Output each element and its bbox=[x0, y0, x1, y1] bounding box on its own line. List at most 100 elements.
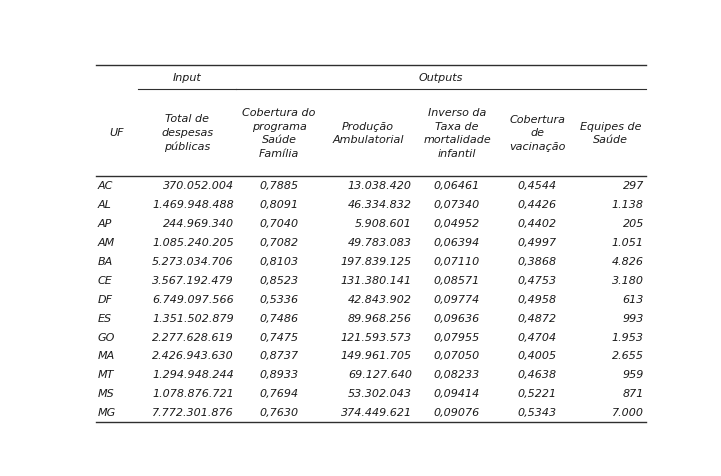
Text: AC: AC bbox=[97, 181, 112, 191]
Text: 49.783.083: 49.783.083 bbox=[348, 238, 412, 248]
Text: Inverso da
Taxa de
mortalidade
infantil: Inverso da Taxa de mortalidade infantil bbox=[423, 108, 491, 159]
Text: 0,8091: 0,8091 bbox=[260, 199, 298, 209]
Text: 2.426.943.630: 2.426.943.630 bbox=[152, 351, 234, 361]
Text: 0,7040: 0,7040 bbox=[260, 218, 298, 228]
Text: 0,7630: 0,7630 bbox=[260, 407, 298, 417]
Text: MT: MT bbox=[97, 369, 114, 379]
Text: AP: AP bbox=[97, 218, 112, 228]
Text: 1.085.240.205: 1.085.240.205 bbox=[152, 238, 234, 248]
Text: 5.908.601: 5.908.601 bbox=[355, 218, 412, 228]
Text: 0,07340: 0,07340 bbox=[434, 199, 480, 209]
Text: Produção
Ambulatorial: Produção Ambulatorial bbox=[332, 121, 404, 145]
Text: AL: AL bbox=[97, 199, 111, 209]
Text: 0,3868: 0,3868 bbox=[518, 256, 557, 266]
Text: AM: AM bbox=[97, 238, 115, 248]
Text: 0,04952: 0,04952 bbox=[434, 218, 480, 228]
Text: 0,5221: 0,5221 bbox=[518, 388, 557, 398]
Text: 0,4753: 0,4753 bbox=[518, 275, 557, 285]
Text: 1.138: 1.138 bbox=[612, 199, 644, 209]
Text: 46.334.832: 46.334.832 bbox=[348, 199, 412, 209]
Text: 1.469.948.488: 1.469.948.488 bbox=[152, 199, 234, 209]
Text: ES: ES bbox=[97, 313, 112, 323]
Text: Cobertura
de
vacinação: Cobertura de vacinação bbox=[509, 115, 565, 152]
Text: 613: 613 bbox=[622, 294, 644, 304]
Text: 0,7082: 0,7082 bbox=[260, 238, 298, 248]
Text: 1.078.876.721: 1.078.876.721 bbox=[152, 388, 234, 398]
Text: Total de
despesas
públicas: Total de despesas públicas bbox=[161, 114, 213, 152]
Text: BA: BA bbox=[97, 256, 112, 266]
Text: 993: 993 bbox=[622, 313, 644, 323]
Text: 0,4958: 0,4958 bbox=[518, 294, 557, 304]
Text: 0,07050: 0,07050 bbox=[434, 351, 480, 361]
Text: 244.969.340: 244.969.340 bbox=[163, 218, 234, 228]
Text: 0,08233: 0,08233 bbox=[434, 369, 480, 379]
Text: 0,07955: 0,07955 bbox=[434, 332, 480, 342]
Text: 0,7694: 0,7694 bbox=[260, 388, 298, 398]
Text: 3.567.192.479: 3.567.192.479 bbox=[152, 275, 234, 285]
Text: 7.000: 7.000 bbox=[612, 407, 644, 417]
Text: 0,4005: 0,4005 bbox=[518, 351, 557, 361]
Text: 1.953: 1.953 bbox=[612, 332, 644, 342]
Text: 53.302.043: 53.302.043 bbox=[348, 388, 412, 398]
Text: 871: 871 bbox=[622, 388, 644, 398]
Text: 42.843.902: 42.843.902 bbox=[348, 294, 412, 304]
Text: 0,07110: 0,07110 bbox=[434, 256, 480, 266]
Text: 2.655: 2.655 bbox=[612, 351, 644, 361]
Text: 205: 205 bbox=[622, 218, 644, 228]
Text: 0,06461: 0,06461 bbox=[434, 181, 480, 191]
Text: 0,7475: 0,7475 bbox=[260, 332, 298, 342]
Text: 0,4872: 0,4872 bbox=[518, 313, 557, 323]
Text: 121.593.573: 121.593.573 bbox=[341, 332, 412, 342]
Text: 0,5343: 0,5343 bbox=[518, 407, 557, 417]
Text: 0,09636: 0,09636 bbox=[434, 313, 480, 323]
Text: 0,7885: 0,7885 bbox=[260, 181, 298, 191]
Text: CE: CE bbox=[97, 275, 112, 285]
Text: 0,4997: 0,4997 bbox=[518, 238, 557, 248]
Text: 89.968.256: 89.968.256 bbox=[348, 313, 412, 323]
Text: 6.749.097.566: 6.749.097.566 bbox=[152, 294, 234, 304]
Text: Cobertura do
programa
Saúde
Família: Cobertura do programa Saúde Família bbox=[242, 108, 316, 159]
Text: 7.772.301.876: 7.772.301.876 bbox=[152, 407, 234, 417]
Text: 0,5336: 0,5336 bbox=[260, 294, 298, 304]
Text: Outputs: Outputs bbox=[419, 73, 464, 83]
Text: DF: DF bbox=[97, 294, 112, 304]
Text: 297: 297 bbox=[622, 181, 644, 191]
Text: 0,7486: 0,7486 bbox=[260, 313, 298, 323]
Text: UF: UF bbox=[110, 128, 124, 138]
Text: GO: GO bbox=[97, 332, 115, 342]
Text: 0,4704: 0,4704 bbox=[518, 332, 557, 342]
Text: 4.826: 4.826 bbox=[612, 256, 644, 266]
Text: MA: MA bbox=[97, 351, 115, 361]
Text: MG: MG bbox=[97, 407, 115, 417]
Text: 0,09414: 0,09414 bbox=[434, 388, 480, 398]
Text: 0,4544: 0,4544 bbox=[518, 181, 557, 191]
Text: 197.839.125: 197.839.125 bbox=[341, 256, 412, 266]
Text: 13.038.420: 13.038.420 bbox=[348, 181, 412, 191]
Text: 0,06394: 0,06394 bbox=[434, 238, 480, 248]
Text: 1.351.502.879: 1.351.502.879 bbox=[152, 313, 234, 323]
Text: 149.961.705: 149.961.705 bbox=[341, 351, 412, 361]
Text: 0,4638: 0,4638 bbox=[518, 369, 557, 379]
Text: 0,09774: 0,09774 bbox=[434, 294, 480, 304]
Text: Input: Input bbox=[173, 73, 201, 83]
Text: 5.273.034.706: 5.273.034.706 bbox=[152, 256, 234, 266]
Text: 1.294.948.244: 1.294.948.244 bbox=[152, 369, 234, 379]
Text: 0,4402: 0,4402 bbox=[518, 218, 557, 228]
Text: MS: MS bbox=[97, 388, 114, 398]
Text: 0,8933: 0,8933 bbox=[260, 369, 298, 379]
Text: 0,8737: 0,8737 bbox=[260, 351, 298, 361]
Text: 131.380.141: 131.380.141 bbox=[341, 275, 412, 285]
Text: 374.449.621: 374.449.621 bbox=[341, 407, 412, 417]
Text: 0,8103: 0,8103 bbox=[260, 256, 298, 266]
Text: 0,09076: 0,09076 bbox=[434, 407, 480, 417]
Text: 2.277.628.619: 2.277.628.619 bbox=[152, 332, 234, 342]
Text: 0,8523: 0,8523 bbox=[260, 275, 298, 285]
Text: 3.180: 3.180 bbox=[612, 275, 644, 285]
Text: 69.127.640: 69.127.640 bbox=[348, 369, 412, 379]
Text: 959: 959 bbox=[622, 369, 644, 379]
Text: 0,4426: 0,4426 bbox=[518, 199, 557, 209]
Text: 370.052.004: 370.052.004 bbox=[163, 181, 234, 191]
Text: 0,08571: 0,08571 bbox=[434, 275, 480, 285]
Text: 1.051: 1.051 bbox=[612, 238, 644, 248]
Text: Equipes de
Saúde: Equipes de Saúde bbox=[580, 121, 641, 145]
